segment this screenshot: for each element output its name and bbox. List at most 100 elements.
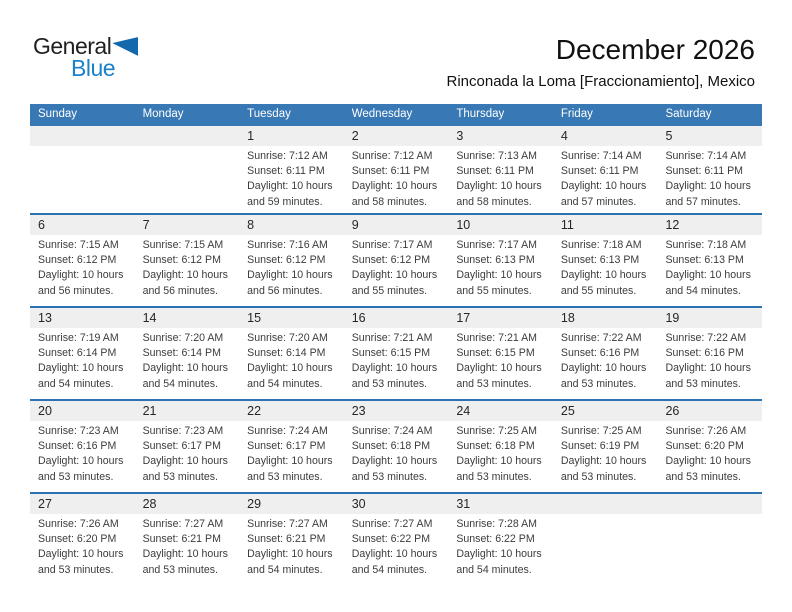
day-number: 12 [665,218,680,232]
day-sunrise-value: 7:16 AM [288,239,328,251]
weekday-header-tuesday: Tuesday [247,108,291,120]
day-number: 15 [247,311,262,325]
day-cell-details: Sunrise: 7:20 AM Sunset: 6:14 PM Daylight:… [142,332,228,390]
day-cell-details: Sunrise: 7:28 AM Sunset: 6:22 PM Daylight:… [456,518,542,576]
day-sunrise-value: 7:20 AM [288,332,328,344]
day-sunset-value: 6:18 PM [390,440,431,453]
day-sunset-value: 6:15 PM [495,347,535,360]
day-cell-details: Sunrise: 7:17 AM Sunset: 6:13 PM Daylight:… [456,239,542,297]
day-sunrise-value: 7:15 AM [184,239,224,251]
day-sunrise-value: 7:27 AM [288,518,328,530]
day-daylight-value: 10 hours and 56 minutes. [38,269,124,297]
day-cell-details: Sunrise: 7:27 AM Sunset: 6:22 PM Daylight:… [351,518,438,576]
day-daylight-value: 10 hours and 53 minutes. [142,548,228,576]
day-cell-details: Sunrise: 7:16 AM Sunset: 6:12 PM Daylight:… [247,239,333,297]
day-details-row: Sunrise: 7:26 AM Sunset: 6:20 PM Daylight:… [30,514,762,578]
day-daylight-value: 10 hours and 54 minutes. [456,548,542,576]
day-sunrise-value: 7:27 AM [184,518,224,530]
day-daylight-value: 10 hours and 53 minutes. [560,362,647,390]
empty-day-cell [553,514,658,578]
weekday-header-monday: Monday [142,108,184,120]
day-number: 11 [560,218,574,232]
day-sunset-value: 6:16 PM [704,347,744,360]
day-number: 2 [351,129,359,143]
day-number: 28 [142,497,157,511]
day-daylight-value: 10 hours and 56 minutes. [247,269,333,297]
day-daylight-value: 10 hours and 55 minutes. [456,269,542,297]
day-daylight-value: 10 hours and 54 minutes. [351,548,438,576]
day-number: 30 [351,497,366,511]
empty-day-number [657,494,762,514]
day-sunset-value: 6:12 PM [390,254,431,267]
day-number: 22 [247,404,262,418]
day-cell-details: Sunrise: 7:13 AM Sunset: 6:11 PM Daylight:… [456,150,542,208]
day-number-band: 6 7 8 9 10 11 12 [30,215,762,235]
weekday-header-saturday: Saturday [665,108,712,120]
day-sunset-value: 6:21 PM [181,533,221,546]
day-sunrise-value: 7:21 AM [498,332,537,344]
day-sunset-value: 6:13 PM [495,254,535,267]
day-sunset-value: 6:17 PM [286,440,326,453]
day-daylight-value: 10 hours and 53 minutes. [142,455,228,483]
day-number: 10 [456,218,471,232]
day-sunrise-value: 7:14 AM [602,150,642,162]
logo-text-general: General [33,33,112,59]
day-daylight-value: 10 hours and 53 minutes. [560,455,647,483]
logo-triangle-icon [112,37,139,56]
day-sunset-value: 6:17 PM [181,440,221,453]
logo-text-blue: Blue [71,55,116,81]
day-sunset-value: 6:22 PM [495,533,535,546]
day-daylight-value: 10 hours and 57 minutes. [665,180,751,208]
day-number: 3 [456,129,464,143]
page-subtitle: Rinconada la Loma [Fraccionamiento], Mex… [446,73,755,90]
week-row: 1 2 3 4 5 Sunrise: 7:12 AM Sunset: 6:11 PM Dayl… [30,126,762,213]
day-sunrise-value: 7:18 AM [707,239,747,251]
day-daylight-value: 10 hours and 53 minutes. [351,455,438,483]
day-number: 16 [351,311,366,325]
day-sunrise-value: 7:18 AM [602,239,642,251]
day-sunrise-value: 7:14 AM [707,150,747,162]
day-number: 14 [142,311,157,325]
day-number: 23 [351,404,366,418]
day-sunset-value: 6:20 PM [76,533,117,546]
day-number-band: 27 28 29 30 31 [30,494,762,514]
day-sunrise-value: 7:26 AM [79,518,119,530]
day-details-row: Sunrise: 7:12 AM Sunset: 6:11 PM Daylight:… [30,146,762,210]
day-number: 9 [351,218,359,232]
day-sunset-value: 6:19 PM [599,440,640,453]
day-daylight-value: 10 hours and 53 minutes. [456,455,542,483]
day-number-band: 13 14 15 16 17 18 19 [30,308,762,328]
day-daylight-value: 10 hours and 53 minutes. [38,548,124,576]
empty-day-cell [657,514,762,578]
day-cell-details: Sunrise: 7:27 AM Sunset: 6:21 PM Daylight:… [142,518,228,576]
day-number: 17 [456,311,471,325]
week-row: 20 21 22 23 24 25 26 Sunrise: 7:23 AM Sunset: 6:… [30,399,762,492]
empty-day-number [30,126,135,146]
empty-day-number [553,494,658,514]
day-sunset-value: 6:11 PM [495,165,534,178]
day-sunrise-value: 7:23 AM [79,425,119,437]
day-cell-details: Sunrise: 7:23 AM Sunset: 6:16 PM Daylight:… [38,425,124,483]
day-number: 31 [456,497,471,511]
day-cell-details: Sunrise: 7:20 AM Sunset: 6:14 PM Daylight:… [247,332,333,390]
day-cell-details: Sunrise: 7:18 AM Sunset: 6:13 PM Daylight:… [560,239,647,297]
day-sunset-value: 6:13 PM [599,254,640,267]
day-number: 7 [142,218,150,232]
day-cell-details: Sunrise: 7:14 AM Sunset: 6:11 PM Daylight:… [560,150,647,208]
day-sunrise-value: 7:13 AM [498,150,537,162]
day-daylight-value: 10 hours and 55 minutes. [351,269,438,297]
day-cell-details: Sunrise: 7:27 AM Sunset: 6:21 PM Daylight:… [247,518,333,576]
day-details-row: Sunrise: 7:15 AM Sunset: 6:12 PM Daylight:… [30,235,762,299]
day-cell-details: Sunrise: 7:26 AM Sunset: 6:20 PM Daylight:… [38,518,124,576]
day-cell-details: Sunrise: 7:14 AM Sunset: 6:11 PM Daylight:… [665,150,751,208]
weekday-header-sunday: Sunday [38,108,78,120]
day-sunrise-value: 7:22 AM [707,332,747,344]
day-number: 6 [38,218,45,232]
day-daylight-value: 10 hours and 54 minutes. [247,548,333,576]
day-sunset-value: 6:11 PM [286,165,325,178]
day-cell-details: Sunrise: 7:21 AM Sunset: 6:15 PM Daylight:… [456,332,542,390]
day-sunrise-value: 7:25 AM [602,425,642,437]
day-number-band: 1 2 3 4 5 [30,126,762,146]
day-cell-details: Sunrise: 7:17 AM Sunset: 6:12 PM Daylight:… [351,239,438,297]
week-row: 6 7 8 9 10 11 12 Sunrise: 7:15 AM Sunset: 6:12 P… [30,213,762,306]
